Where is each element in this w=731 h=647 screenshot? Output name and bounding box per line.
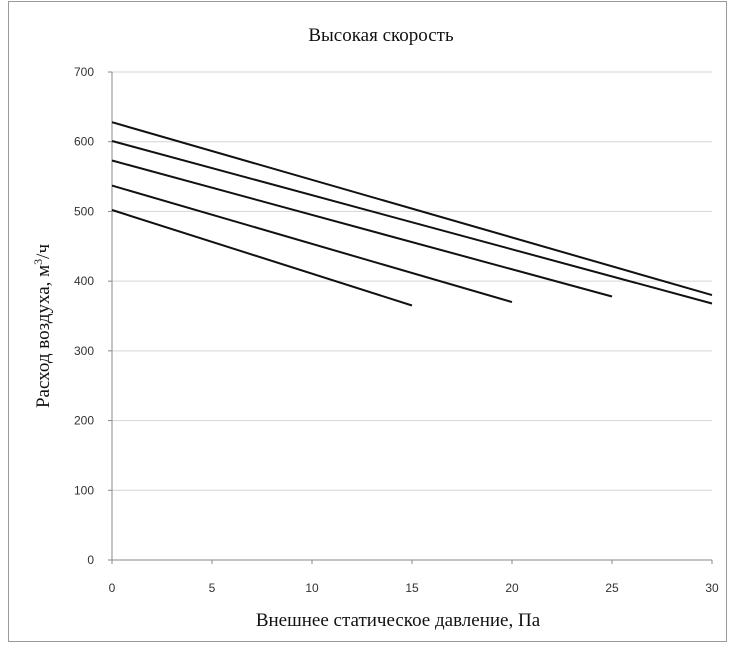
- series-line-1: [111, 209, 413, 307]
- y-tick-label-600: 600: [74, 135, 94, 149]
- y-tick-label-0: 0: [87, 553, 94, 567]
- y-tick-label-300: 300: [74, 344, 94, 358]
- series-lines: [111, 121, 713, 307]
- y-axis-label-tail: /ч: [33, 244, 54, 259]
- y-tick-labels: 0 100 200 300 400 500 600 700: [74, 65, 94, 567]
- x-tick-label-25: 25: [605, 581, 619, 595]
- y-tick-label-700: 700: [74, 65, 94, 79]
- x-tick-labels: 0 5 10 15 20 25 30: [109, 581, 719, 595]
- x-tick-label-5: 5: [209, 581, 216, 595]
- y-tick-label-400: 400: [74, 274, 94, 288]
- series-line-4: [111, 140, 713, 305]
- x-tick-label-20: 20: [505, 581, 519, 595]
- axes: [108, 71, 713, 564]
- x-tick-label-30: 30: [705, 581, 719, 595]
- series-line-5: [111, 121, 713, 297]
- series-line-2: [111, 184, 513, 304]
- x-axis-label: Внешнее статическое давление, Па: [256, 610, 541, 631]
- x-tick-label-0: 0: [109, 581, 116, 595]
- y-axis-label-group: Расход воздуха, м3/ч: [31, 244, 54, 408]
- y-tick-label-500: 500: [74, 204, 94, 218]
- y-axis-label-main: Расход воздуха, м: [33, 265, 54, 408]
- x-tick-label-15: 15: [405, 581, 419, 595]
- series-line-3: [111, 159, 613, 298]
- y-axis-label: Расход воздуха, м3/ч: [31, 244, 54, 408]
- grid-lines: [112, 71, 712, 491]
- y-tick-label-100: 100: [74, 483, 94, 497]
- y-axis-label-sup: 3: [31, 259, 45, 265]
- chart-title: Высокая скорость: [308, 25, 454, 46]
- x-tick-label-10: 10: [305, 581, 319, 595]
- chart-frame: [8, 1, 727, 642]
- y-tick-label-200: 200: [74, 414, 94, 428]
